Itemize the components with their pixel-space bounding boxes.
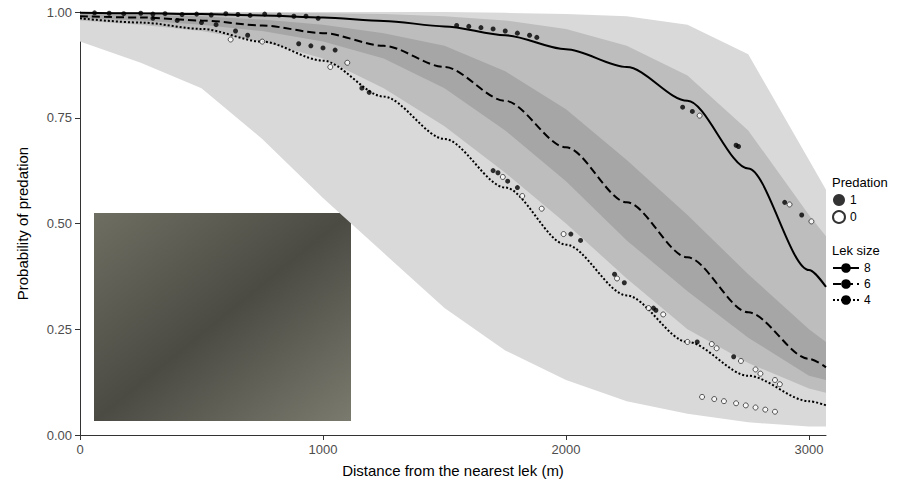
svg-text:1: 1 bbox=[850, 193, 857, 207]
svg-text:Predation: Predation bbox=[832, 175, 888, 190]
svg-text:0.00: 0.00 bbox=[47, 428, 72, 443]
svg-text:0.50: 0.50 bbox=[47, 216, 72, 231]
svg-text:6: 6 bbox=[864, 277, 871, 291]
svg-text:0.25: 0.25 bbox=[47, 322, 72, 337]
svg-text:1.00: 1.00 bbox=[47, 5, 72, 20]
svg-text:Probability of predation: Probability of predation bbox=[14, 147, 31, 300]
svg-text:Distance from the nearest lek: Distance from the nearest lek (m) bbox=[342, 462, 564, 479]
svg-text:3000: 3000 bbox=[795, 442, 824, 457]
svg-text:0: 0 bbox=[76, 442, 83, 457]
svg-text:0: 0 bbox=[850, 210, 857, 224]
svg-text:2000: 2000 bbox=[552, 442, 581, 457]
svg-text:Lek size: Lek size bbox=[832, 243, 880, 258]
svg-text:0.75: 0.75 bbox=[47, 110, 72, 125]
svg-text:8: 8 bbox=[864, 261, 871, 275]
svg-text:4: 4 bbox=[864, 293, 871, 307]
svg-text:1000: 1000 bbox=[309, 442, 338, 457]
